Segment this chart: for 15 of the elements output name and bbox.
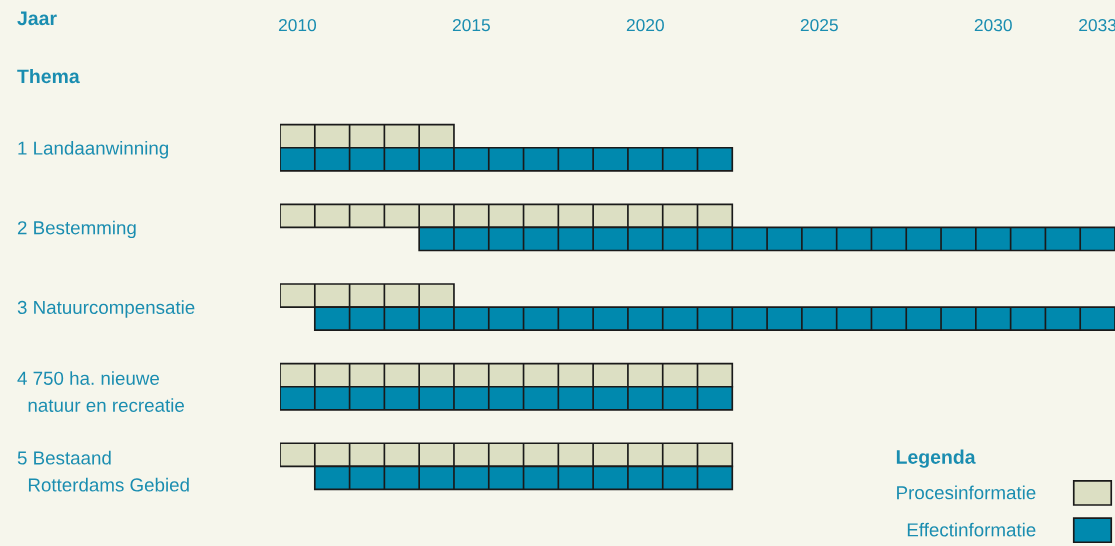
y-tick-label: 5 Bestaand Rotterdams Gebied [17, 450, 189, 492]
y-axis-title: Thema [17, 68, 80, 84]
x-tick-label: 2030 [974, 19, 1012, 32]
x-tick-label: 2025 [800, 19, 838, 32]
x-tick-label: 2015 [452, 19, 490, 32]
legend-label: Procesinformatie [897, 485, 1036, 500]
y-tick-label: 3 Natuurcompensatie [17, 300, 195, 318]
x-tick-label: 2010 [278, 19, 317, 32]
legend-label: Effectinformatie [907, 522, 1036, 537]
x-tick-label: 2020 [626, 19, 664, 32]
legend-title: Legenda [896, 449, 976, 468]
y-tick-label: 2 Bestemming [17, 220, 136, 239]
y-tick-label: 4 750 ha. nieuwe natuur en recreatie [17, 371, 184, 412]
x-axis-title: Jaar [17, 11, 57, 26]
y-tick-label: 1 Landaanwinning [18, 140, 169, 159]
